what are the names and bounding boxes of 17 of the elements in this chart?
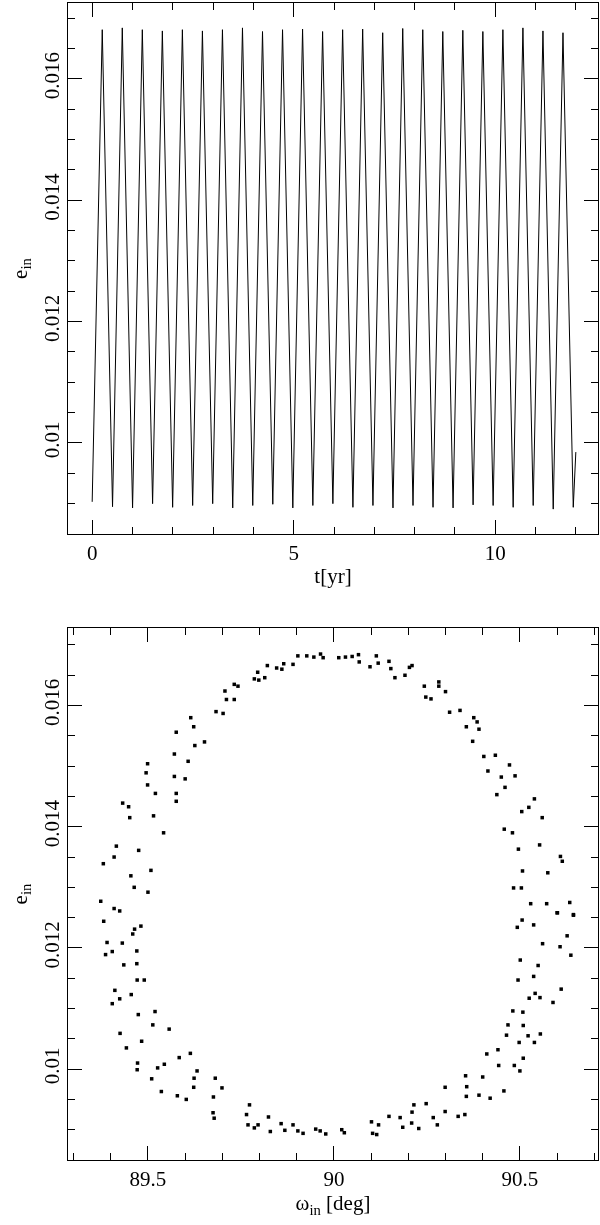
y-tick-label: 0.012 [39,921,64,969]
x-tick-label: 5 [288,541,299,566]
x-tick-label: 10 [484,541,506,566]
x-tick-label: 90.5 [501,1167,539,1192]
y-tick-label: 0.014 [39,172,64,221]
x-tick-label: 90 [323,1167,345,1192]
y-tick-label: 0.014 [39,799,64,848]
y-tick-label: 0.01 [39,421,64,459]
x-tick-label: 0 [86,541,98,566]
y-tick-label: 0.016 [39,52,64,100]
x-axis-title: ω$_{in}$ [deg] [295,1191,371,1218]
line-series [91,27,577,510]
x-axis-title: t[yr] [314,564,352,589]
y-tick-label: 0.012 [39,294,64,343]
x-tick-label: 89.5 [129,1167,167,1192]
y-tick-label: 0.016 [39,678,64,727]
y-tick-label: 0.01 [39,1047,64,1085]
